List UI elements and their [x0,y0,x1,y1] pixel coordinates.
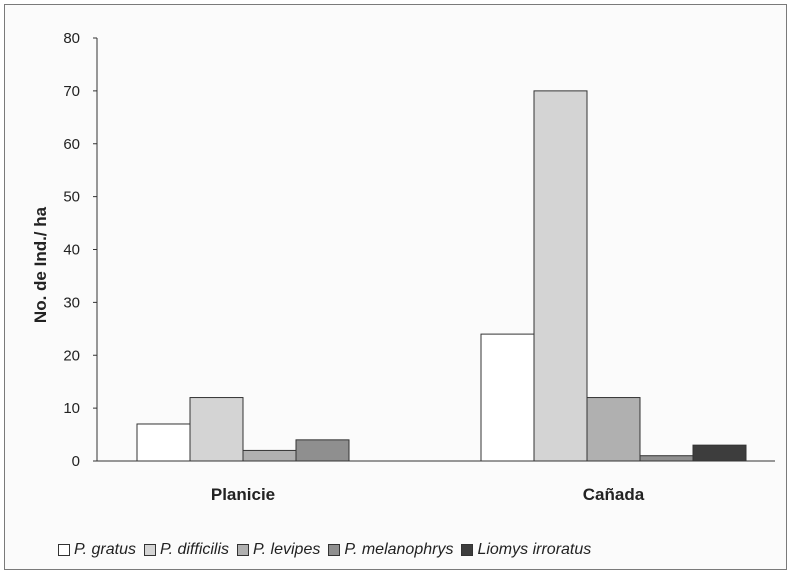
legend-item: P. gratus [58,541,136,559]
bar [586,397,641,462]
bar [189,397,244,462]
bar [295,439,350,462]
y-tick-label: 10 [63,400,80,417]
chart-legend: P. gratus P. difficilis P. levipes P. melan… [58,541,599,559]
chart-frame [4,4,787,570]
legend-swatch [58,544,70,556]
y-tick-label: 70 [63,83,80,100]
x-category-label: Planicie [211,485,275,504]
legend-label: P. difficilis [159,541,230,558]
legend-label: Liomys irroratus [477,541,592,558]
legend-label: P. melanophrys [344,541,454,558]
y-tick-label: 40 [63,242,80,259]
bar [136,423,191,462]
legend-swatch [461,544,474,556]
legend-swatch [328,544,341,556]
chart-bars [136,90,747,462]
y-tick-label: 20 [63,347,80,364]
legend-swatch [237,544,250,556]
legend-item: P. melanophrys [328,541,453,559]
x-category-label: Cañada [583,485,645,504]
bar [639,455,694,462]
bar [692,444,747,462]
y-tick-label: 0 [72,453,80,470]
y-tick-label: 50 [63,189,80,206]
y-axis-label: No. de Ind./ ha [31,206,50,323]
bar [533,90,588,462]
y-tick-label: 30 [63,294,80,311]
y-tick-label: 60 [63,136,80,153]
legend-label: P. levipes [253,541,321,558]
legend-swatch [143,544,156,556]
legend-item: P. levipes [237,541,320,559]
legend-label: P. gratus [74,541,136,558]
legend-item: Liomys irroratus [461,541,591,559]
y-tick-label: 80 [63,30,80,47]
bar [480,333,535,462]
legend-item: P. difficilis [143,541,230,559]
bar [242,449,297,462]
